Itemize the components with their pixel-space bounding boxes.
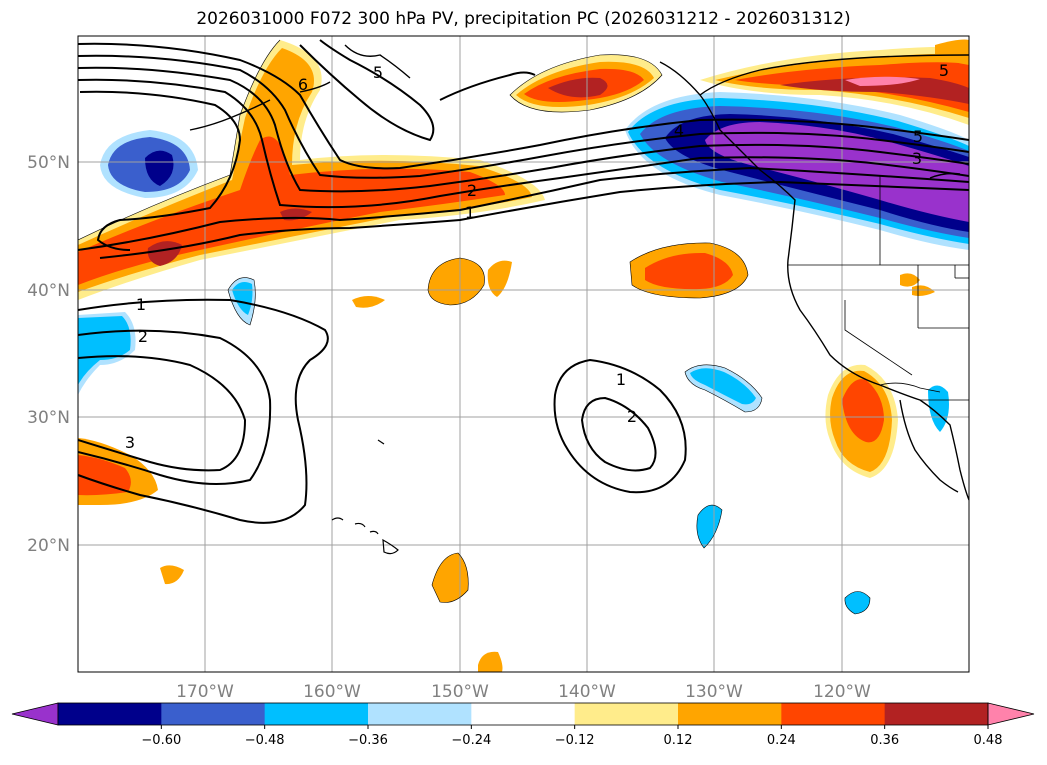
map-frame [77,35,970,673]
pv-contours [78,39,969,524]
coastlines [189,44,969,501]
lon-label: 130°W [685,682,743,702]
contour-label: 3 [125,433,135,452]
contour-label: 1 [136,295,146,314]
contour-label: 5 [913,127,923,146]
colorbar-segment [264,703,369,725]
islands [331,439,399,555]
lat-label: 30°N [27,408,70,428]
lon-label: 120°W [813,682,871,702]
colorbar-segment [58,703,162,725]
colorbar-segment [368,703,472,725]
lat-label: 40°N [27,281,70,301]
colorbar-tick-label: 0.12 [664,733,693,748]
contour-label: 4 [674,121,684,140]
colorbar-tick-label: −0.24 [451,733,491,748]
colorbar-extend-left [11,702,59,726]
shading-outlines [78,39,871,615]
map-panel: 6 5 2 1 1 2 3 1 2 4 5 3 5 [78,36,969,672]
contour-label: 5 [939,61,949,80]
map-title: 2026031000 F072 300 hPa PV, precipitatio… [196,9,851,29]
graticule [78,36,969,672]
colorbar-tick-label: −0.48 [245,733,285,748]
colorbar-segment [471,703,576,725]
colorbar-tick-label: 0.36 [870,733,899,748]
colorbar-tick-label: 0.48 [974,733,1003,748]
lon-label: 170°W [176,682,234,702]
lat-label: 20°N [27,536,70,556]
contour-label: 6 [298,75,308,94]
colorbar-tick-label: 0.24 [767,733,796,748]
colorbar-segment [884,703,989,725]
colorbar-segment [161,703,266,725]
contour-label: 3 [912,149,922,168]
colorbar-segment [678,703,782,725]
contour-label: 2 [467,181,477,200]
colorbar-tick-label: −0.12 [555,733,595,748]
lon-label: 150°W [431,682,489,702]
colorbar-tick-label: −0.36 [348,733,388,748]
colorbar-segment [781,703,886,725]
colorbar-segment [574,703,679,725]
contour-labels: 6 5 2 1 1 2 3 1 2 4 5 3 5 [125,61,949,452]
pc-shading [78,39,969,672]
colorbar: −0.60 −0.48 −0.36 −0.24 −0.12 0.12 0.24 0.36 0.4… [11,702,1035,748]
contour-label: 2 [138,327,148,346]
colorbar-tick-label: −0.60 [141,733,181,748]
contour-label: 5 [373,63,383,82]
contour-label: 1 [616,370,626,389]
colorbar-extend-right [987,702,1035,726]
lat-label: 50°N [27,153,70,173]
lon-label: 140°W [558,682,616,702]
contour-label: 1 [465,203,475,222]
state-borders [788,175,969,401]
contour-label: 2 [627,407,637,426]
latitude-labels: 50°N 40°N 30°N 20°N [27,153,70,556]
lon-label: 160°W [303,682,361,702]
longitude-labels: 170°W 160°W 150°W 140°W 130°W 120°W [176,682,871,702]
